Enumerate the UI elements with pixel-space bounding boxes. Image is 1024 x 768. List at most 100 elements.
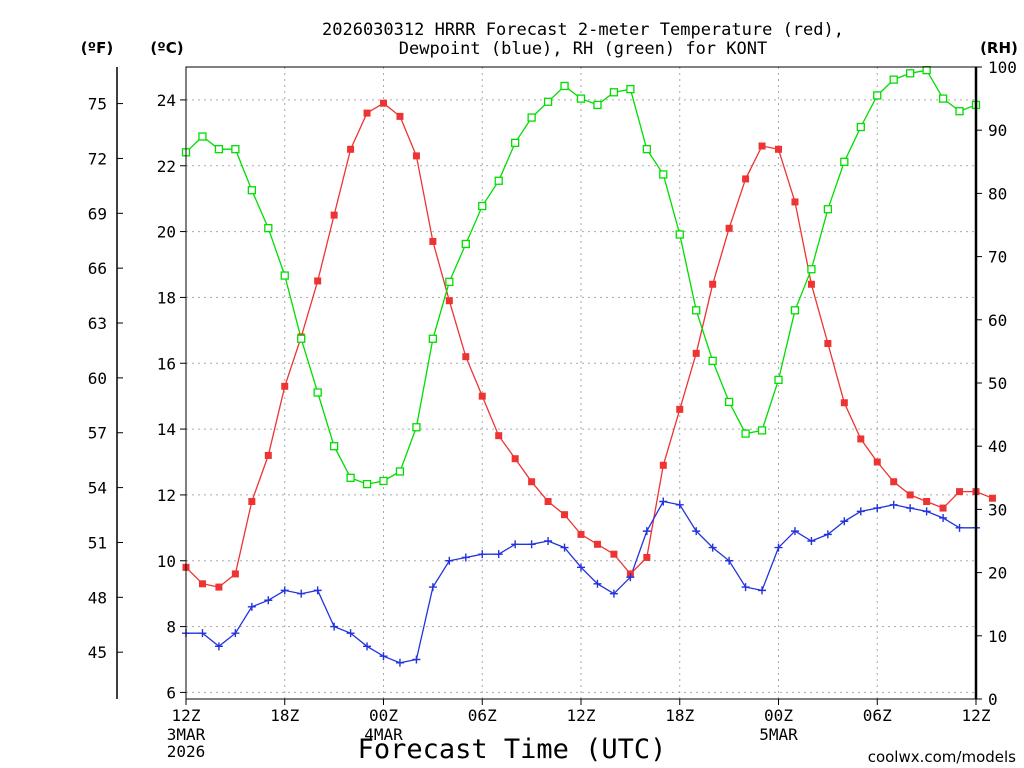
rh-point bbox=[428, 334, 438, 343]
y-rh-tick-label: 70 bbox=[988, 248, 1007, 267]
rh-point bbox=[395, 467, 405, 476]
y-celsius-tick-label: 18 bbox=[157, 288, 176, 307]
temperature-point bbox=[429, 237, 437, 245]
dewpoint-point bbox=[445, 556, 454, 565]
series-markers bbox=[181, 66, 996, 667]
rh-point bbox=[461, 239, 470, 249]
rh-point bbox=[642, 145, 651, 154]
y-celsius-tick-label: 24 bbox=[157, 91, 176, 110]
rh-point bbox=[856, 122, 865, 132]
rh-point bbox=[724, 397, 734, 407]
y-fahrenheit-tick-label: 69 bbox=[88, 204, 107, 223]
y-rh-tick-label: 0 bbox=[988, 690, 998, 709]
unit-label-rh: (RH) bbox=[980, 39, 1018, 57]
plot-frame bbox=[185, 66, 977, 700]
rh-point bbox=[543, 97, 553, 106]
temperature-point bbox=[742, 175, 750, 183]
dewpoint-point bbox=[725, 556, 734, 565]
y-fahrenheit-tick-label: 57 bbox=[88, 424, 107, 443]
y-celsius-tick-label: 10 bbox=[157, 552, 176, 571]
rh-point bbox=[790, 306, 800, 315]
dewpoint-point bbox=[527, 540, 536, 549]
temperature-point bbox=[758, 142, 766, 150]
temperature-point bbox=[380, 99, 387, 107]
temperature-point bbox=[840, 399, 848, 407]
chart-title-line2: Dewpoint (blue), RH (green) for KONT bbox=[399, 39, 767, 59]
dewpoint-point bbox=[955, 523, 964, 532]
rh-point bbox=[264, 224, 273, 233]
x-date-label: 3MAR bbox=[167, 725, 206, 744]
y-celsius-tick-label: 22 bbox=[157, 157, 176, 176]
y-fahrenheit-tick-label: 45 bbox=[88, 643, 107, 662]
rh-point bbox=[576, 94, 586, 103]
dewpoint-point bbox=[922, 507, 931, 516]
temperature-line bbox=[185, 102, 993, 588]
temperature-point bbox=[676, 405, 684, 413]
y-celsius-tick-label: 12 bbox=[157, 486, 176, 505]
dewpoint-point bbox=[758, 586, 767, 595]
dewpoint-point bbox=[363, 642, 372, 651]
rh-point bbox=[741, 429, 750, 438]
dewpoint-point bbox=[856, 507, 865, 516]
temperature-point bbox=[956, 488, 964, 496]
temperature-point bbox=[857, 435, 865, 443]
y-celsius-tick-label: 20 bbox=[157, 223, 176, 242]
temperature-point bbox=[445, 297, 453, 305]
dewpoint-point bbox=[708, 543, 717, 552]
dewpoint-point bbox=[297, 589, 306, 598]
rh-point bbox=[692, 306, 701, 315]
dewpoint-point bbox=[889, 500, 898, 509]
temperature-point bbox=[824, 340, 832, 347]
dewpoint-point bbox=[511, 540, 520, 549]
temperature-point bbox=[659, 461, 667, 469]
x-date-label: 2026 bbox=[167, 742, 206, 761]
y-fahrenheit-tick-label: 51 bbox=[88, 533, 107, 552]
temperature-point bbox=[775, 145, 782, 153]
dewpoint-point bbox=[214, 642, 223, 651]
rh-point bbox=[593, 100, 602, 110]
temperature-point bbox=[873, 458, 881, 466]
dewpoint-point bbox=[395, 658, 404, 667]
temperature-point bbox=[610, 550, 618, 558]
series-lines bbox=[185, 69, 993, 664]
rh-point bbox=[609, 88, 619, 97]
dewpoint-point bbox=[280, 586, 289, 595]
temperature-point bbox=[511, 455, 519, 463]
rh-point bbox=[379, 476, 388, 486]
grid-lines bbox=[186, 67, 976, 699]
dewpoint-point bbox=[741, 583, 750, 592]
temperature-point bbox=[528, 478, 536, 486]
dewpoint-point bbox=[774, 543, 783, 552]
temperature-point bbox=[396, 112, 404, 120]
dewpoint-point bbox=[313, 586, 322, 595]
dewpoint-point bbox=[807, 537, 816, 545]
y-rh-tick-label: 30 bbox=[988, 500, 1007, 519]
y-celsius-tick-label: 14 bbox=[157, 420, 176, 439]
temperature-point bbox=[215, 583, 223, 591]
y-fahrenheit-tick-label: 48 bbox=[88, 588, 107, 607]
temperature-point bbox=[544, 498, 552, 505]
rh-point bbox=[774, 375, 783, 384]
y-celsius-tick-label: 8 bbox=[166, 618, 176, 637]
temperature-point bbox=[412, 152, 420, 160]
temperature-point bbox=[363, 109, 371, 117]
temperature-point bbox=[807, 280, 815, 288]
rh-point bbox=[313, 388, 322, 397]
y-rh-tick-label: 90 bbox=[988, 121, 1007, 140]
x-tick-label: 18Z bbox=[270, 706, 299, 725]
rh-point bbox=[231, 145, 240, 154]
temperature-point bbox=[988, 494, 996, 502]
y-celsius-tick-label: 6 bbox=[166, 683, 176, 702]
temperature-point bbox=[330, 211, 338, 219]
rh-point bbox=[198, 132, 207, 141]
temperature-point bbox=[923, 498, 931, 505]
x-date-label: 4MAR bbox=[364, 725, 403, 744]
rh-point bbox=[214, 145, 224, 154]
chart-title-line1: 2026030312 HRRR Forecast 2-meter Tempera… bbox=[322, 20, 844, 40]
rh-point bbox=[297, 334, 306, 343]
rh-point bbox=[346, 473, 355, 482]
temperature-point bbox=[231, 570, 239, 578]
dewpoint-point bbox=[906, 504, 915, 513]
temperature-point bbox=[906, 491, 914, 499]
